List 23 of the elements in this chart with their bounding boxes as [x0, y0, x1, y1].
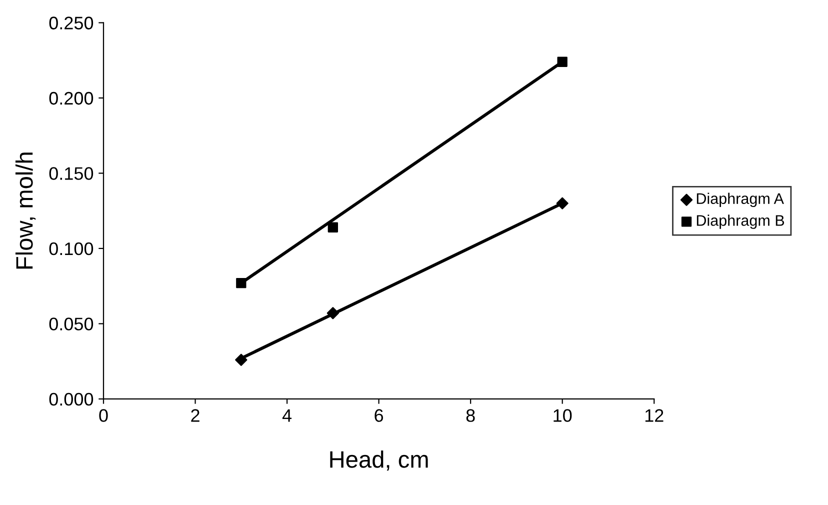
legend-label: Diaphragm B [696, 214, 784, 229]
y-tick-label: 0.000 [49, 392, 94, 406]
x-axis-title: Head, cm [330, 450, 428, 471]
x-tick-label: 4 [282, 409, 292, 422]
x-tick-label: 12 [645, 409, 664, 422]
y-tick-label: 0.100 [49, 242, 94, 256]
legend-label: Diaphragm A [696, 192, 784, 208]
y-axis-title: Flow, mol/h [15, 152, 36, 269]
x-tick-label: 10 [554, 409, 572, 422]
y-tick-label: 0.150 [49, 167, 94, 180]
point [328, 222, 338, 232]
y-tick-label: 0.050 [49, 318, 94, 330]
x-tick-label: 8 [466, 409, 475, 422]
point [556, 197, 568, 210]
y-tick-label: 0.250 [49, 16, 94, 30]
x-tick-label: 6 [374, 409, 384, 422]
point [557, 56, 568, 67]
point [326, 307, 339, 320]
point [236, 278, 246, 288]
y-tick-label: 0.200 [49, 92, 94, 105]
x-tick-label: 2 [191, 409, 200, 422]
x-tick-label: 0 [99, 409, 108, 422]
point [235, 354, 248, 366]
